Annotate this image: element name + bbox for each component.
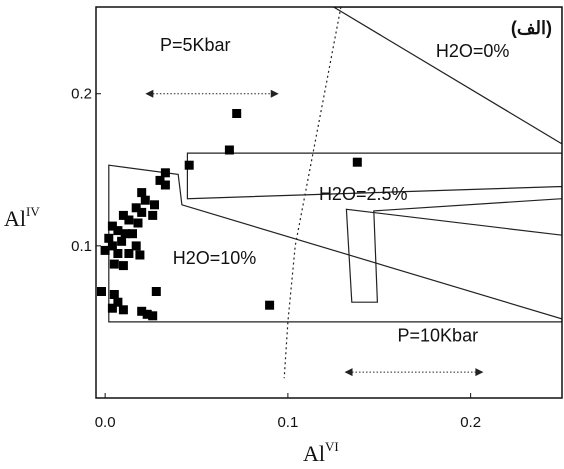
annotation-label-2: P=10Kbar <box>398 326 479 346</box>
data-point-1 <box>224 145 234 155</box>
data-point-26 <box>124 249 134 258</box>
region-1 <box>186 152 562 303</box>
data-point-12 <box>148 210 158 220</box>
arrow-head-right-0 <box>270 89 279 98</box>
arrow-head-right-1 <box>475 368 484 377</box>
annotation-label-4: H2O=0% <box>436 41 510 61</box>
data-point-4 <box>160 168 170 178</box>
region-2 <box>108 164 562 323</box>
axis-ticks: 0.0 0.1 0.2 0.1 0.2 <box>71 86 481 431</box>
data-point-18 <box>120 229 130 239</box>
data-point-13 <box>118 210 128 220</box>
data-point-38 <box>151 287 161 296</box>
data-point-10 <box>131 203 141 213</box>
annotation-label-5: H2O=2.5% <box>319 184 408 204</box>
data-point-19 <box>128 229 137 239</box>
y-axis-label-base: Al <box>4 206 26 231</box>
data-point-6 <box>160 180 170 190</box>
region-0 <box>332 7 562 145</box>
x-axis-label-base: Al <box>303 441 325 466</box>
arrow-head-left-1 <box>344 368 353 377</box>
data-points <box>97 109 362 321</box>
data-point-33 <box>107 303 117 313</box>
data-point-27 <box>135 250 145 260</box>
data-point-15 <box>133 218 143 228</box>
data-point-16 <box>107 221 117 231</box>
arrow-head-left-0 <box>145 89 154 98</box>
x-tick-label-2: 0.2 <box>460 414 481 431</box>
data-point-17 <box>113 226 123 236</box>
data-point-11 <box>137 207 147 217</box>
data-point-8 <box>140 195 150 205</box>
y-tick-label-1: 0.2 <box>71 86 92 103</box>
data-point-28 <box>109 259 119 269</box>
panel-label: (الف) <box>511 18 552 38</box>
data-point-30 <box>97 287 106 296</box>
data-point-23 <box>131 241 141 251</box>
plot-frame <box>95 6 563 399</box>
x-axis-label-sup: VI <box>325 439 339 454</box>
data-point-0 <box>232 109 242 118</box>
data-point-22 <box>107 241 117 251</box>
data-point-7 <box>137 188 147 198</box>
data-point-5 <box>155 175 165 185</box>
data-point-21 <box>117 236 127 246</box>
data-point-9 <box>150 200 159 210</box>
annotation-label-0: P=5Kbar <box>160 35 231 55</box>
x-tick-label-0: 0.0 <box>95 414 116 431</box>
data-point-37 <box>148 311 158 321</box>
data-point-35 <box>137 306 147 316</box>
data-point-3 <box>352 157 362 167</box>
x-axis-label: AlVI <box>303 439 339 466</box>
data-point-14 <box>124 215 134 225</box>
data-point-24 <box>100 245 110 255</box>
data-point-34 <box>118 305 128 315</box>
y-axis-label-sup: IV <box>26 204 40 219</box>
data-point-32 <box>113 297 123 307</box>
data-point-20 <box>104 233 114 243</box>
data-point-2 <box>184 160 194 170</box>
y-tick-label-0: 0.1 <box>71 238 92 255</box>
data-point-31 <box>109 290 119 299</box>
data-point-36 <box>142 309 152 319</box>
x-tick-label-1: 0.1 <box>277 414 298 431</box>
y-axis-label: AlIV <box>4 204 40 231</box>
data-point-39 <box>265 300 275 310</box>
annotation-labels: P=5Kbar P=10Kbar H2O=0% H2O=2.5% H2O=10% <box>160 35 509 346</box>
data-point-25 <box>113 249 123 258</box>
pressure-arrows <box>145 89 484 377</box>
region-outlines <box>108 7 562 323</box>
annotation-label-6: H2O=10% <box>173 248 257 268</box>
data-point-29 <box>118 261 128 271</box>
